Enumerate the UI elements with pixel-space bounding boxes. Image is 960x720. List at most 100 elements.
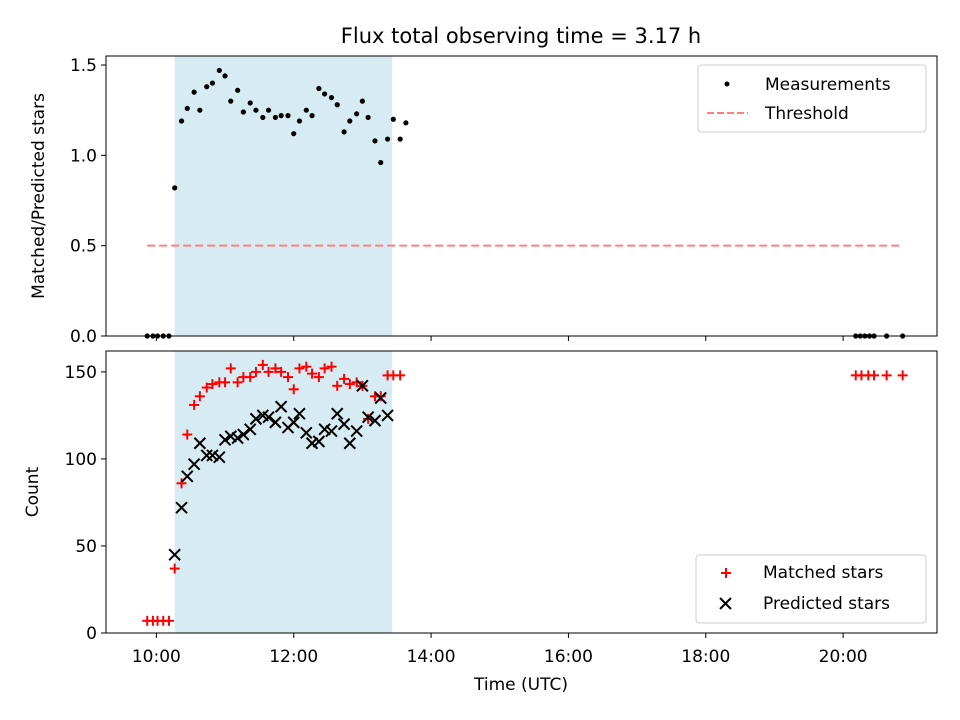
predicted-star-point [249,412,263,426]
top-ytick-label: 0.5 [70,237,97,257]
predicted-star-point [181,470,194,483]
measurement-point [184,105,190,111]
legend-threshold-label: Threshold [764,104,849,124]
chart-title: Flux total observing time = 3.17 h [341,24,701,48]
predicted-star-point [368,414,382,427]
count-points [142,359,908,626]
xtick-label: 18:00 [681,647,730,667]
measurement-point [247,100,253,106]
xtick-label: 10:00 [132,647,181,667]
xtick-label: 20:00 [819,647,868,667]
matched-star-point [245,372,256,383]
matched-star-point [313,372,324,383]
measurement-point [390,116,396,122]
predicted-star-point [312,435,326,448]
matched-star-point [169,563,180,574]
measurement-point [222,73,228,79]
matched-star-point [375,391,386,402]
top-axes-frame [105,55,938,337]
measurement-point [334,102,340,108]
matched-star-point [344,379,355,390]
bottom-axes-frame [105,350,938,634]
matched-star-point [201,382,212,393]
matched-star-point [363,413,374,424]
predicted-star-point [218,433,232,446]
bottom-ytick-label: 150 [65,363,97,383]
predicted-star-point [262,410,275,424]
measurement-point [260,114,266,121]
predicted-star-point [300,426,313,440]
measurement-point [341,129,347,135]
measurement-point [235,87,241,93]
predicted-star-point [237,428,250,441]
predicted-star-point [269,416,282,429]
matched-star-point [869,370,880,381]
top-ylabel: Matched/Predicted stars [29,93,49,299]
predicted-star-point [356,379,369,393]
matched-star-point [294,363,305,374]
xtick-label: 16:00 [544,647,593,667]
measurement-point [191,89,197,95]
measurement-point [204,84,210,90]
matched-star-point [332,380,343,391]
predicted-star-point [381,409,394,422]
measurement-point [378,159,384,166]
bottom-legend: Matched stars Predicted stars [695,554,927,624]
matched-star-point [194,391,205,402]
matched-star-point [395,370,406,381]
top-ytick-label: 1.5 [70,56,97,76]
predicted-star-point [331,407,344,420]
measurement-point [372,138,378,144]
predicted-star-point [193,437,207,450]
measurement-point [240,109,246,115]
measurement-point [347,118,353,124]
matched-star-point [263,366,274,377]
matched-star-point [326,361,337,372]
measurement-point [322,91,328,97]
measurement-point [359,98,365,104]
matched-star-point [301,361,312,372]
matched-star-point [176,478,187,489]
measurement-point [178,118,185,124]
predicted-star-point [287,416,300,429]
matched-star-point [257,359,268,370]
measurement-point [209,80,216,86]
measurement-point [197,107,203,113]
measurement-point [354,111,360,117]
matched-star-point [319,363,330,374]
measurement-point [365,114,371,121]
predicted-star-point [337,417,351,431]
legend-predicted-label: Predicted stars [763,594,890,614]
top-ytick-label: 1.0 [70,146,97,166]
matched-star-point [288,384,299,395]
xtick-label: 14:00 [407,647,456,667]
predicted-star-point [244,423,257,436]
measurement-point [291,131,297,137]
bottom-ylabel: Count [23,466,43,517]
predicted-star-point [274,400,288,413]
matched-star-point [897,370,908,381]
predicted-star-point [361,410,375,424]
matched-star-point [270,363,281,374]
matched-star-point [276,366,287,377]
predicted-star-point [350,424,363,438]
top-ytick-label: 0.0 [70,327,97,347]
measurement-point [228,98,234,104]
xtick-label: 12:00 [269,647,318,667]
legend-plus-marker [721,568,731,578]
bottom-ytick-label: 100 [65,450,97,470]
measurement-point [296,118,303,124]
predicted-star-point [187,457,201,471]
measurement-point [384,136,391,142]
legend-measurements-label: Measurements [765,75,891,95]
measurement-point [265,107,272,113]
measurement-point [316,85,322,92]
predicted-star-point [293,407,306,420]
predicted-star-point [231,431,244,445]
matched-star-point [881,370,892,381]
legend-measurement-marker [724,81,730,87]
matched-star-point [225,363,236,374]
measurement-point [278,113,284,119]
matched-star-point [220,377,231,388]
